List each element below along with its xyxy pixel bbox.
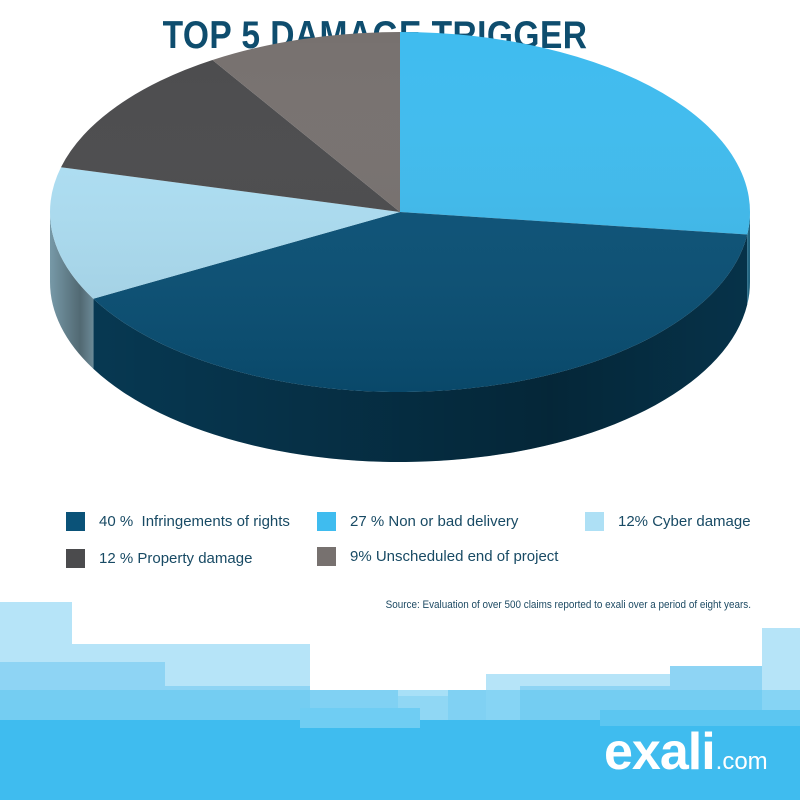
legend-item-cyber: 12% Cyber damage <box>585 510 751 532</box>
pie-slice-cyber-side-shading <box>50 212 94 369</box>
legend-item-property: 12 % Property damage <box>66 547 252 569</box>
legend-item-infringements: 40 % Infringements of rights <box>66 510 290 532</box>
legend-swatch-cyber <box>585 511 604 531</box>
legend-item-unscheduled: 9% Unscheduled end of project <box>317 545 558 567</box>
legend-swatch-infringements <box>66 511 85 531</box>
decorative-skyline-band <box>0 590 800 800</box>
legend-label-unscheduled: 9% Unscheduled end of project <box>350 547 559 565</box>
logo-tld-text: .com <box>715 748 768 775</box>
legend-label-non-delivery: 27 % Non or bad delivery <box>350 512 519 530</box>
legend-swatch-unscheduled <box>317 546 336 566</box>
pie-top-shading <box>50 32 750 392</box>
legend-label-infringements: 40 % Infringements of rights <box>99 512 290 530</box>
exali-logo: exali .com <box>604 722 768 782</box>
legend-item-non-delivery: 27 % Non or bad delivery <box>317 510 518 532</box>
pie-slice-non-delivery-side-shading <box>747 212 750 305</box>
legend-label-cyber: 12% Cyber damage <box>618 512 751 530</box>
pie-slice-infringements-side-shading <box>93 234 748 462</box>
logo-main-text: exali <box>604 723 716 781</box>
source-note: Source: Evaluation of over 500 claims re… <box>385 599 751 611</box>
legend-label-property: 12 % Property damage <box>99 549 253 567</box>
legend-swatch-property <box>66 548 85 568</box>
legend-swatch-non-delivery <box>317 511 336 531</box>
